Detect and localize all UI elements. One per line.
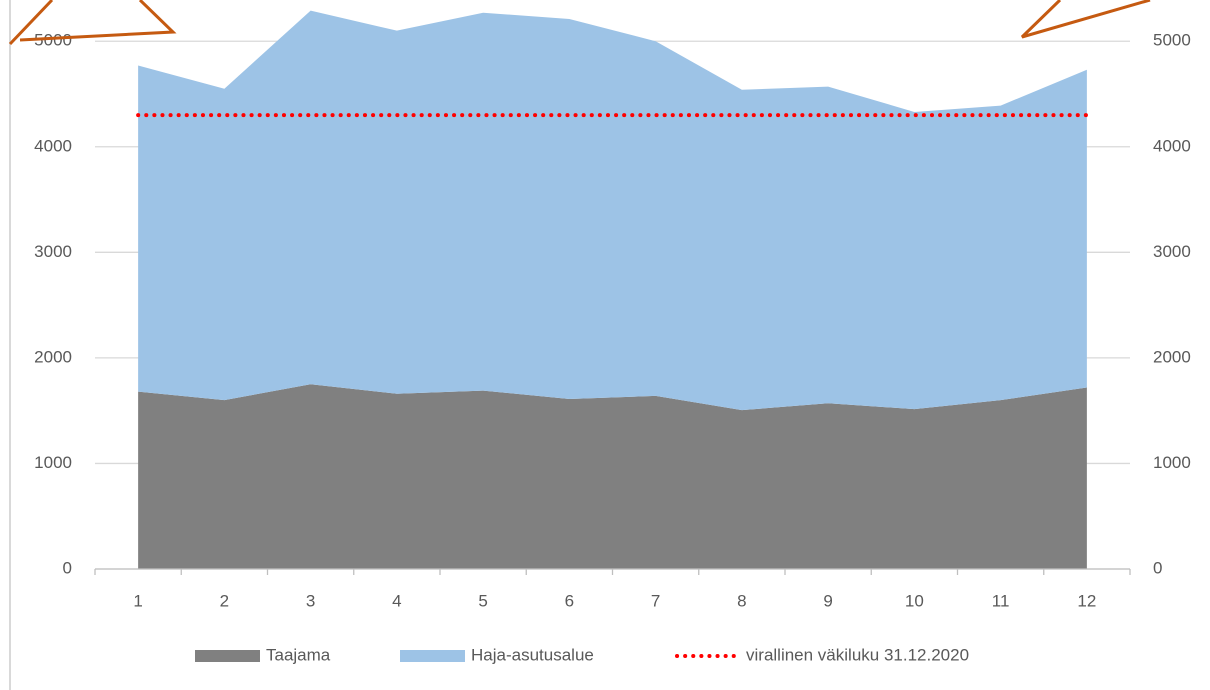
y2-tick-label: 1000 xyxy=(1153,453,1191,472)
legend-swatch xyxy=(195,650,260,662)
x-tick-label: 11 xyxy=(992,591,1010,610)
y2-tick-label: 0 xyxy=(1153,558,1162,577)
x-tick-label: 7 xyxy=(651,591,660,610)
y2-tick-label: 5000 xyxy=(1153,31,1191,50)
x-tick-label: 8 xyxy=(737,591,746,610)
y-tick-label: 1000 xyxy=(34,453,72,472)
x-tick-label: 6 xyxy=(565,591,574,610)
y-tick-label: 5000 xyxy=(34,31,72,50)
legend-label: virallinen väkiluku 31.12.2020 xyxy=(746,645,969,664)
y-tick-label: 3000 xyxy=(34,242,72,261)
y-tick-label: 2000 xyxy=(34,347,72,366)
x-tick-label: 4 xyxy=(392,591,401,610)
plot-area: 0 1000 2000 3000 4000 5000 0 1000 2000 3000 4000 50… xyxy=(34,10,1191,664)
x-tick-label: 12 xyxy=(1077,591,1096,610)
y2-tick-label: 3000 xyxy=(1153,242,1191,261)
y2-tick-label: 4000 xyxy=(1153,136,1191,155)
area xyxy=(138,10,1087,411)
x-tick-label: 2 xyxy=(220,591,229,610)
area xyxy=(138,384,1087,569)
y-tick-label: 0 xyxy=(63,558,72,577)
arrow xyxy=(19,0,177,42)
x-tick-label: 1 xyxy=(133,591,142,610)
arrow xyxy=(1020,0,1151,39)
x-tick-label: 10 xyxy=(905,591,924,610)
arrow xyxy=(8,0,54,46)
y2-tick-label: 2000 xyxy=(1153,347,1191,366)
x-tick-label: 9 xyxy=(823,591,832,610)
x-tick-label: 5 xyxy=(478,591,487,610)
legend-label: Taajama xyxy=(266,645,331,664)
x-tick-label: 3 xyxy=(306,591,315,610)
legend-swatch xyxy=(400,650,465,662)
y-tick-label: 4000 xyxy=(34,136,72,155)
legend-label: Haja-asutusalue xyxy=(471,645,594,664)
